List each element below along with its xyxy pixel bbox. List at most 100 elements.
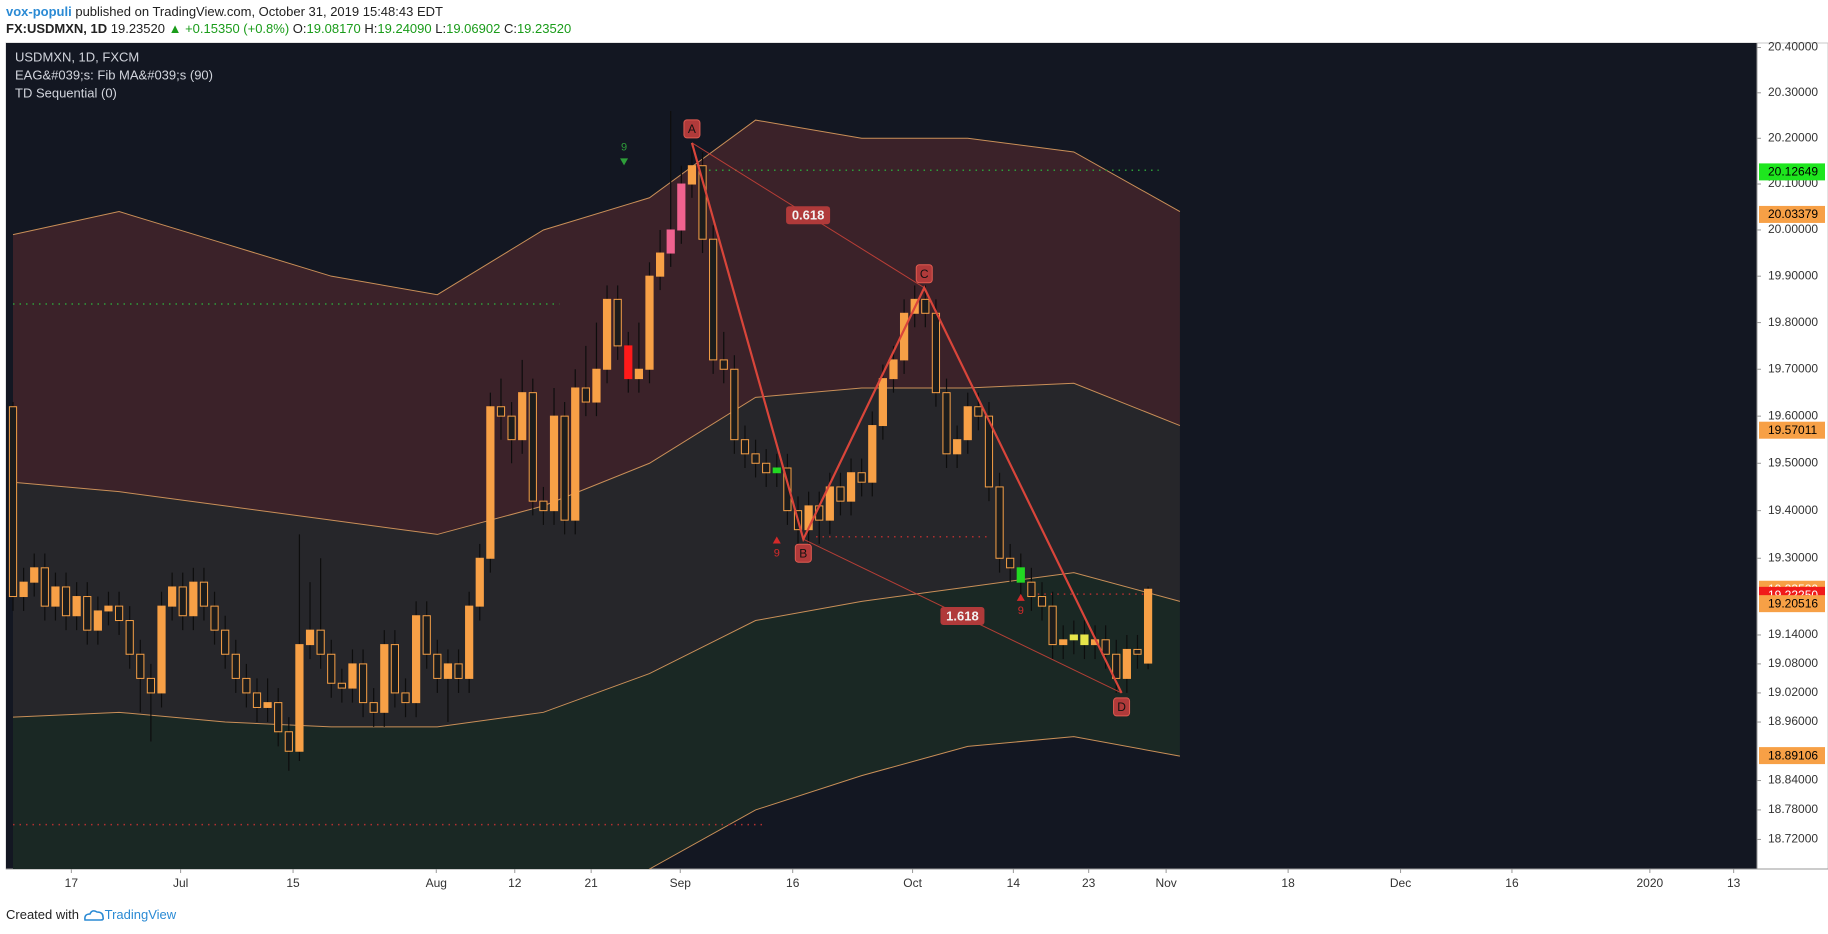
- x-tick-label: 23: [1082, 876, 1096, 890]
- y-tick-label: 20.30000: [1768, 85, 1818, 99]
- ratio-box: [786, 206, 831, 225]
- candle-body: [231, 653, 240, 679]
- y-tick-label: 19.50000: [1768, 455, 1818, 469]
- y-tick-label: 20.20000: [1768, 130, 1818, 144]
- brand[interactable]: TradingView: [104, 907, 177, 922]
- candle-body: [709, 238, 718, 361]
- candle-body: [666, 229, 675, 254]
- candle-body: [1101, 639, 1110, 655]
- x-tick-label: Oct: [903, 876, 922, 890]
- candle-body: [560, 415, 569, 521]
- candle-body: [1006, 557, 1015, 569]
- candle-body: [30, 567, 39, 583]
- candle-body: [369, 702, 378, 713]
- candle-body: [337, 682, 346, 689]
- candle-body: [518, 392, 527, 441]
- ratio-label: 0.618: [792, 208, 825, 223]
- candle-body: [263, 702, 272, 708]
- candle-body: [19, 581, 28, 598]
- c-label: C:: [503, 21, 517, 36]
- candle-body: [921, 298, 930, 314]
- legend-entry: EAG&#039;s: Fib MA&#039;s (90): [15, 67, 213, 82]
- candle-body: [401, 692, 410, 704]
- x-tick-label: 17: [65, 876, 79, 890]
- candle-body: [327, 653, 336, 684]
- published: published on TradingView.com, October 31…: [75, 4, 443, 19]
- candle-body: [846, 472, 856, 502]
- candle-body: [762, 462, 771, 474]
- candle-body: [571, 387, 580, 521]
- legend-entry: TD Sequential (0): [15, 85, 117, 100]
- pattern-point-label: A: [688, 122, 696, 136]
- candle-body: [698, 165, 707, 240]
- candle-body: [730, 368, 739, 441]
- candle-body: [295, 644, 304, 752]
- x-tick-label: 2020: [1637, 876, 1664, 890]
- candle-body: [719, 359, 728, 370]
- candle-body: [422, 615, 431, 655]
- candle-body: [454, 663, 463, 679]
- y-tick-label: 19.40000: [1768, 503, 1818, 517]
- candle-body: [602, 298, 612, 370]
- y-tick-label: 18.96000: [1768, 714, 1818, 728]
- candle-body: [655, 252, 665, 277]
- td-count: 9: [774, 547, 780, 559]
- price-tag: [1759, 595, 1825, 613]
- price-tag: [1759, 747, 1825, 765]
- candle-body: [390, 644, 400, 694]
- candle-body: [1048, 605, 1057, 646]
- y-tick-label: 19.80000: [1768, 315, 1818, 329]
- x-tick-label: 12: [508, 876, 522, 890]
- td-count: 9: [621, 141, 627, 153]
- candle-body: [1133, 648, 1142, 655]
- y-tick-label: 19.30000: [1768, 550, 1818, 564]
- candle-body: [507, 415, 516, 441]
- y-tick-label: 18.72000: [1768, 832, 1818, 846]
- l-label: L:: [435, 21, 447, 36]
- td-arrow: [1016, 593, 1025, 601]
- candle-body: [104, 605, 113, 612]
- author[interactable]: vox-populi: [6, 4, 72, 19]
- candle-body: [592, 368, 601, 403]
- candle-body: [963, 406, 972, 441]
- price-tag: [1759, 163, 1825, 181]
- pattern-line: [690, 142, 1123, 694]
- candle-body: [210, 605, 219, 631]
- candle-body: [221, 629, 230, 655]
- candle-body: [1080, 634, 1089, 646]
- candle-body: [412, 615, 421, 704]
- candle-body: [146, 677, 156, 694]
- candle-body: [51, 586, 60, 607]
- band-line: [648, 736, 1181, 869]
- x-tick-label: 14: [1007, 876, 1021, 890]
- candle-body: [157, 605, 166, 694]
- band-line: [12, 572, 1181, 728]
- x-tick-label: Dec: [1390, 876, 1411, 890]
- band-fill: [13, 383, 1180, 727]
- plot: 0.618 1.618 A B C D 9 9 9: [8, 110, 1181, 869]
- x-tick-label: 21: [584, 876, 598, 890]
- x-tick-label: 15: [286, 876, 300, 890]
- candle-body: [634, 368, 643, 380]
- candle-body: [740, 439, 750, 455]
- candle-body: [1069, 634, 1078, 641]
- x-tick-label: 13: [1727, 876, 1741, 890]
- candle-body: [242, 677, 251, 694]
- y-tick-label: 18.78000: [1768, 802, 1818, 816]
- band-line: [12, 119, 1181, 296]
- candle-body: [72, 596, 81, 617]
- o-label: O:: [292, 21, 307, 36]
- td-arrow: [772, 536, 781, 544]
- pattern-point-box: [915, 264, 933, 284]
- candle-body: [974, 406, 983, 417]
- x-tick-label: Jul: [173, 876, 188, 890]
- candle-body: [624, 345, 633, 380]
- pattern-point-label: C: [920, 267, 929, 281]
- y-tick-label: 19.60000: [1768, 408, 1818, 422]
- candle-body: [168, 586, 177, 607]
- footer: Created with TradingView: [6, 907, 176, 922]
- candle-body: [528, 392, 537, 502]
- candle-body: [475, 557, 484, 607]
- candle-body: [677, 183, 686, 231]
